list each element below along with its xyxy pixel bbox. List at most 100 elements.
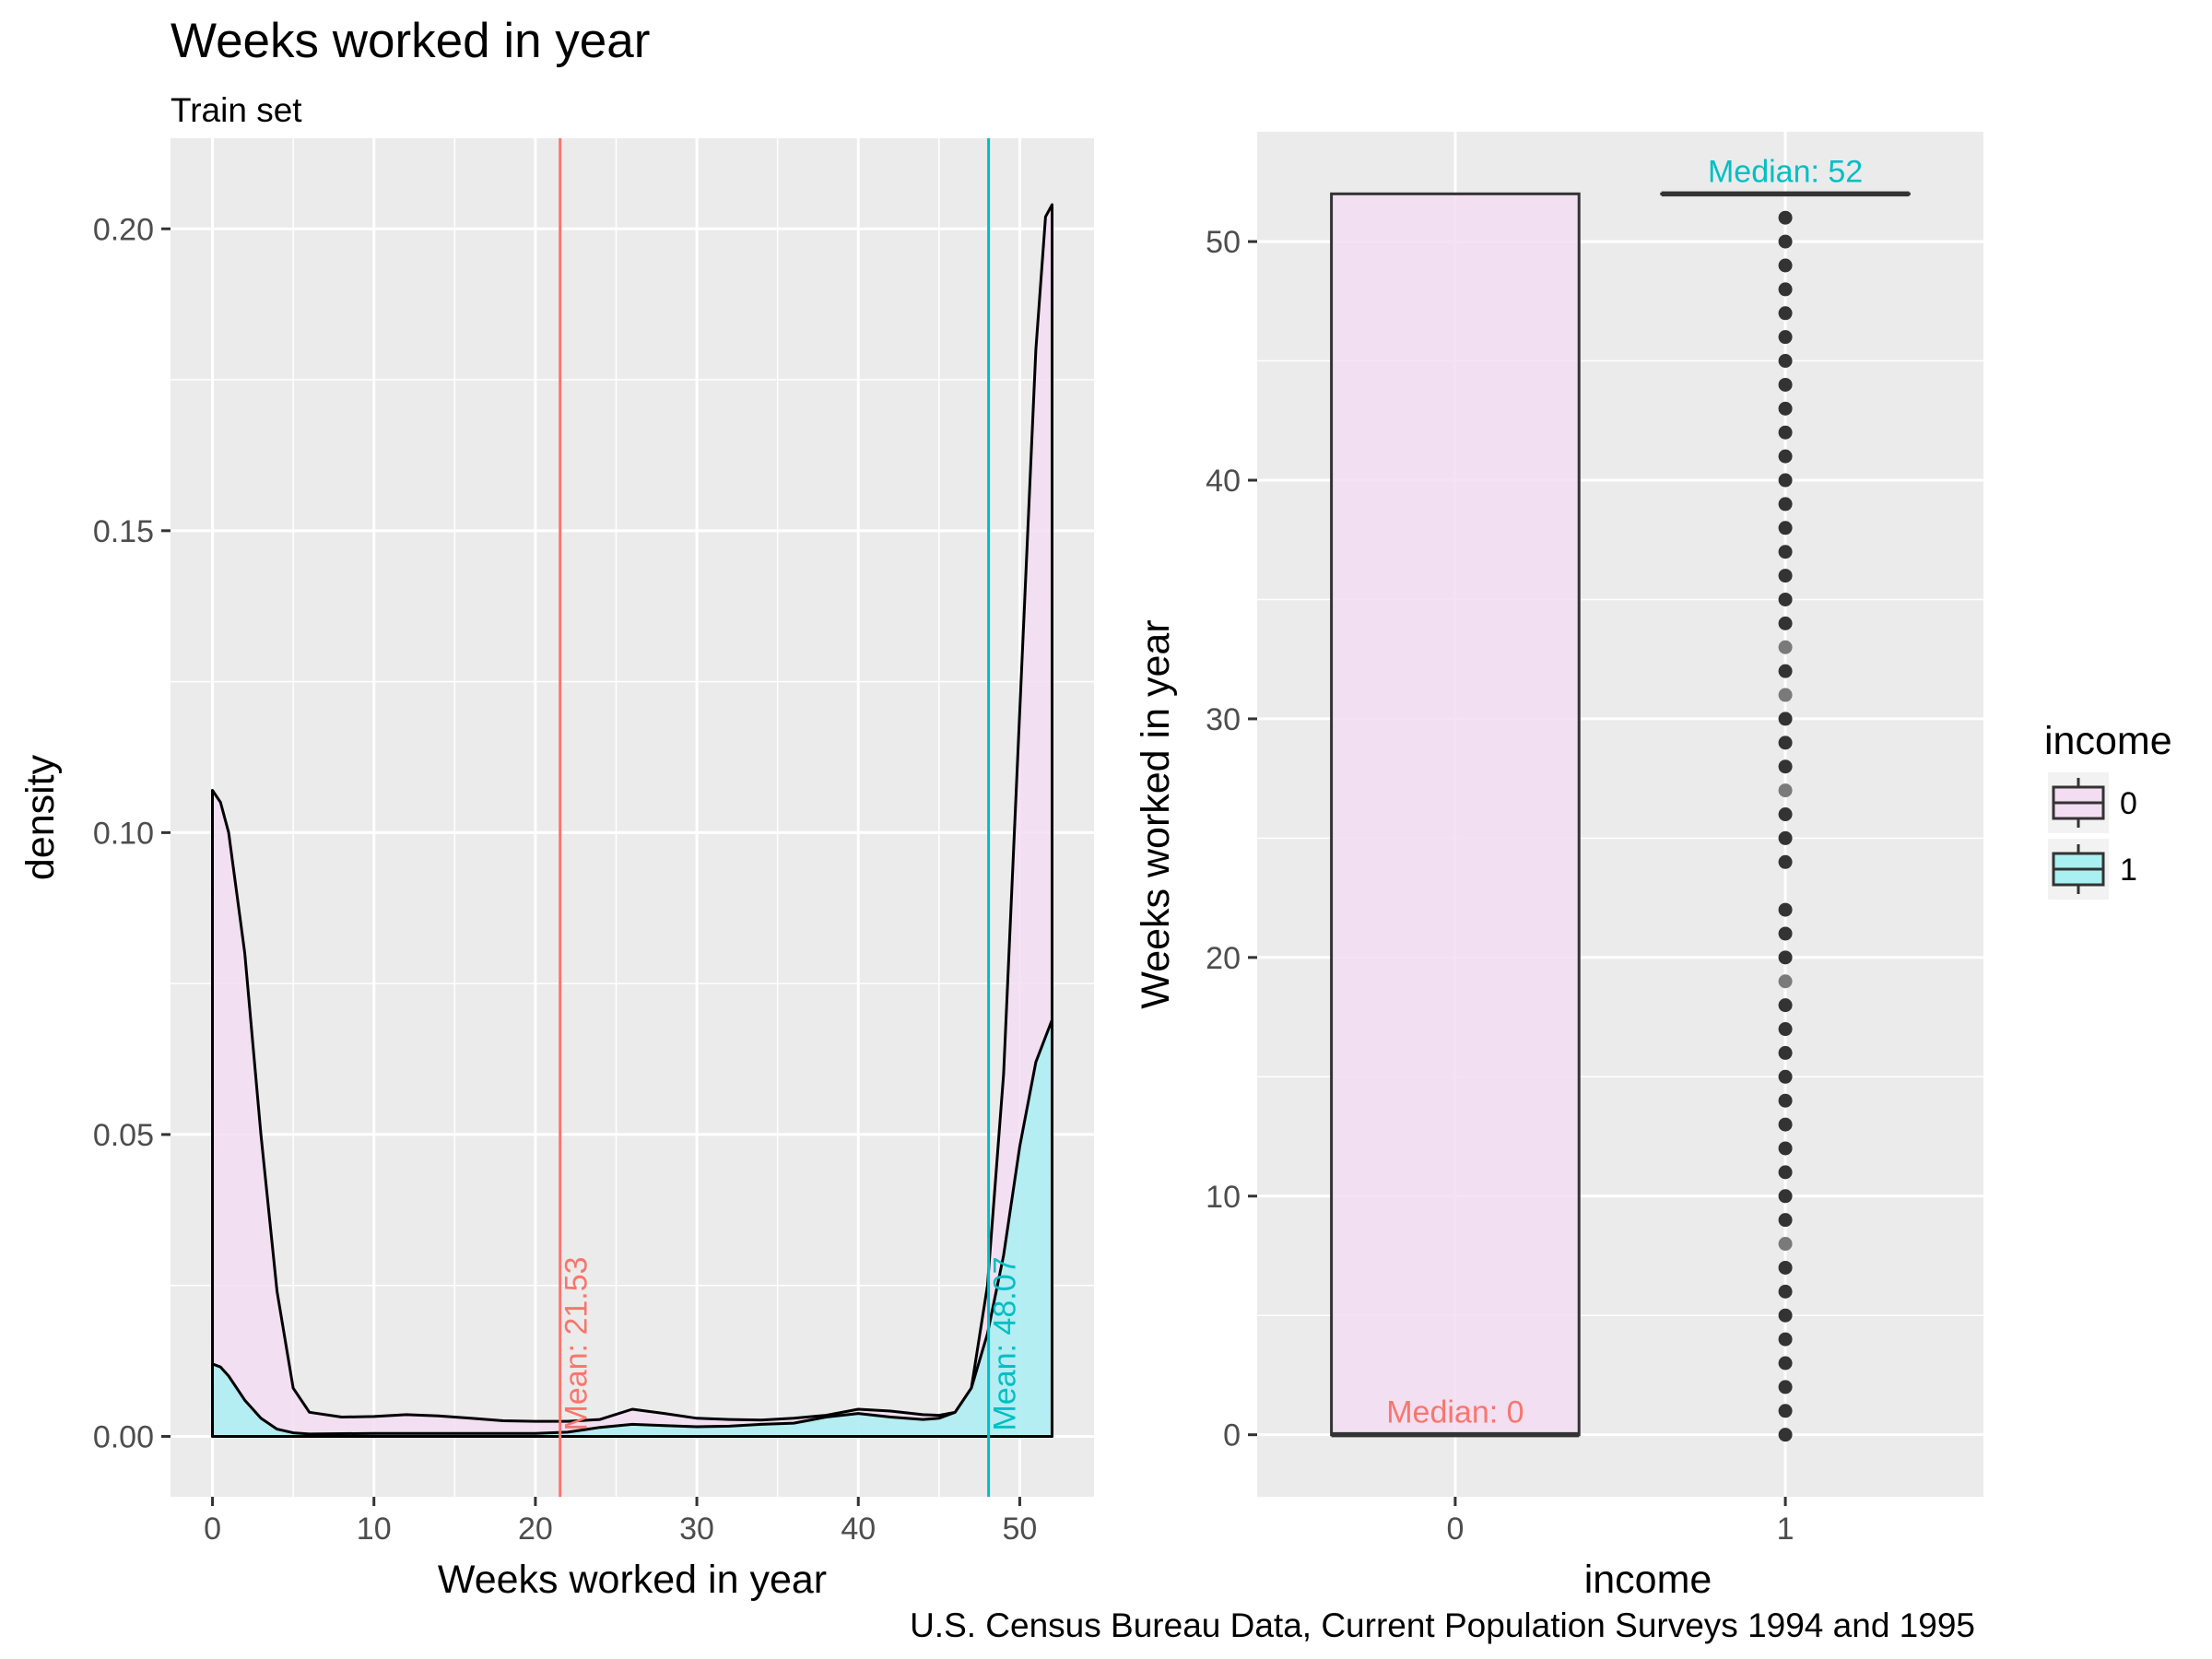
boxplot-y-axis-label: Weeks worked in year	[1134, 619, 1178, 1008]
density-y-axis-label: density	[18, 754, 63, 880]
legend: income 01	[2044, 719, 2172, 900]
outlier-point	[1778, 1260, 1793, 1275]
density-plot-background	[171, 138, 1094, 1497]
outlier-point	[1778, 974, 1793, 989]
outlier-point	[1778, 950, 1793, 965]
x-tick-label: 50	[1003, 1512, 1038, 1547]
outlier-point	[1778, 1189, 1793, 1204]
y-tick-label: 0.10	[93, 816, 154, 851]
x-tick-label: 20	[518, 1512, 553, 1547]
x-tick-label: 0	[1446, 1512, 1464, 1547]
outlier-point	[1778, 1213, 1793, 1228]
mean-label: Mean: 48.07	[988, 1256, 1023, 1430]
outlier-point	[1778, 1356, 1793, 1371]
outlier-point	[1778, 640, 1793, 654]
y-tick-label: 0	[1223, 1418, 1241, 1453]
outlier-point	[1778, 759, 1793, 774]
outlier-point	[1778, 425, 1793, 440]
outlier-point	[1778, 616, 1793, 630]
y-tick-label: 50	[1206, 225, 1241, 260]
outlier-point	[1778, 712, 1793, 726]
outlier-point	[1778, 569, 1793, 583]
y-tick-label: 10	[1206, 1180, 1241, 1215]
outlier-point	[1778, 377, 1793, 392]
caption: U.S. Census Bureau Data, Current Populat…	[910, 1606, 1975, 1644]
outlier-point	[1778, 401, 1793, 416]
outlier-point	[1778, 1069, 1793, 1084]
outlier-point	[1778, 354, 1793, 369]
density-x-ticks: 0 10 20 30 40 50	[204, 1497, 1037, 1547]
y-tick-label: 0.00	[93, 1419, 154, 1454]
legend-entry-1: 1	[2048, 839, 2137, 900]
outlier-point	[1778, 807, 1793, 821]
outlier-point	[1778, 902, 1793, 917]
outlier-point	[1778, 854, 1793, 869]
x-tick-label: 0	[204, 1512, 221, 1547]
outlier-point	[1778, 545, 1793, 559]
outlier-point	[1778, 830, 1793, 845]
x-tick-label: 30	[679, 1512, 714, 1547]
legend-entries: 01	[2048, 772, 2137, 900]
outlier-point	[1778, 1117, 1793, 1132]
outlier-point	[1778, 1308, 1793, 1323]
outlier-point	[1778, 1093, 1793, 1108]
outlier-point	[1778, 664, 1793, 678]
density-x-axis-label: Weeks worked in year	[438, 1558, 827, 1602]
legend-title: income	[2044, 719, 2172, 763]
y-tick-label: 40	[1206, 464, 1241, 499]
outlier-point	[1778, 497, 1793, 512]
y-tick-label: 0.15	[93, 514, 154, 549]
boxplot-y-ticks: 0 10 20 30 40 50	[1206, 225, 1257, 1453]
chart-subtitle: Train set	[171, 91, 302, 129]
density-y-ticks: 0.00 0.05 0.10 0.15 0.20	[93, 212, 171, 1454]
density-area-0	[211, 203, 1053, 1438]
outlier-point	[1778, 449, 1793, 464]
density-area-1	[211, 1018, 1053, 1438]
y-tick-label: 0.20	[93, 212, 154, 247]
outlier-point	[1778, 1284, 1793, 1299]
outlier-point	[1778, 1165, 1793, 1180]
outlier-point	[1778, 1404, 1793, 1418]
outlier-point	[1778, 1045, 1793, 1060]
mean-label: Mean: 21.53	[559, 1256, 594, 1430]
outlier-point	[1778, 258, 1793, 273]
median-labels: Median: 0 Median: 52	[1386, 154, 1863, 1430]
outlier-point	[1778, 1428, 1793, 1442]
boxplot-outliers	[1778, 210, 1793, 1442]
outlier-point	[1778, 234, 1793, 249]
median-label: Median: 52	[1708, 154, 1863, 189]
median-label: Median: 0	[1386, 1395, 1524, 1430]
mean-lines: Mean: 21.53 Mean: 48.07	[559, 138, 1023, 1497]
outlier-point	[1778, 688, 1793, 702]
outlier-point	[1778, 210, 1793, 225]
density-series	[211, 203, 1053, 1438]
outlier-point	[1778, 1332, 1793, 1347]
outlier-point	[1778, 1380, 1793, 1394]
density-gridlines	[171, 138, 1094, 1497]
outlier-point	[1778, 592, 1793, 606]
x-tick-label: 1	[1777, 1512, 1794, 1547]
y-tick-label: 20	[1206, 941, 1241, 976]
boxplot-x-axis-label: income	[1584, 1558, 1712, 1602]
outlier-point	[1778, 998, 1793, 1013]
outlier-point	[1778, 735, 1793, 750]
outlier-point	[1778, 521, 1793, 535]
outlier-point	[1778, 330, 1793, 345]
outlier-point	[1778, 1141, 1793, 1156]
y-tick-label: 30	[1206, 702, 1241, 737]
x-tick-label: 40	[841, 1512, 876, 1547]
box-0	[1330, 192, 1581, 1437]
y-tick-label: 0.05	[93, 1118, 154, 1153]
outlier-point	[1778, 282, 1793, 297]
outlier-point	[1778, 926, 1793, 941]
outlier-point	[1778, 473, 1793, 488]
legend-entry-0: 0	[2048, 772, 2137, 833]
legend-label: 1	[2120, 853, 2137, 888]
x-tick-label: 10	[357, 1512, 392, 1547]
legend-label: 0	[2120, 786, 2137, 821]
outlier-point	[1778, 783, 1793, 798]
outlier-point	[1778, 306, 1793, 321]
